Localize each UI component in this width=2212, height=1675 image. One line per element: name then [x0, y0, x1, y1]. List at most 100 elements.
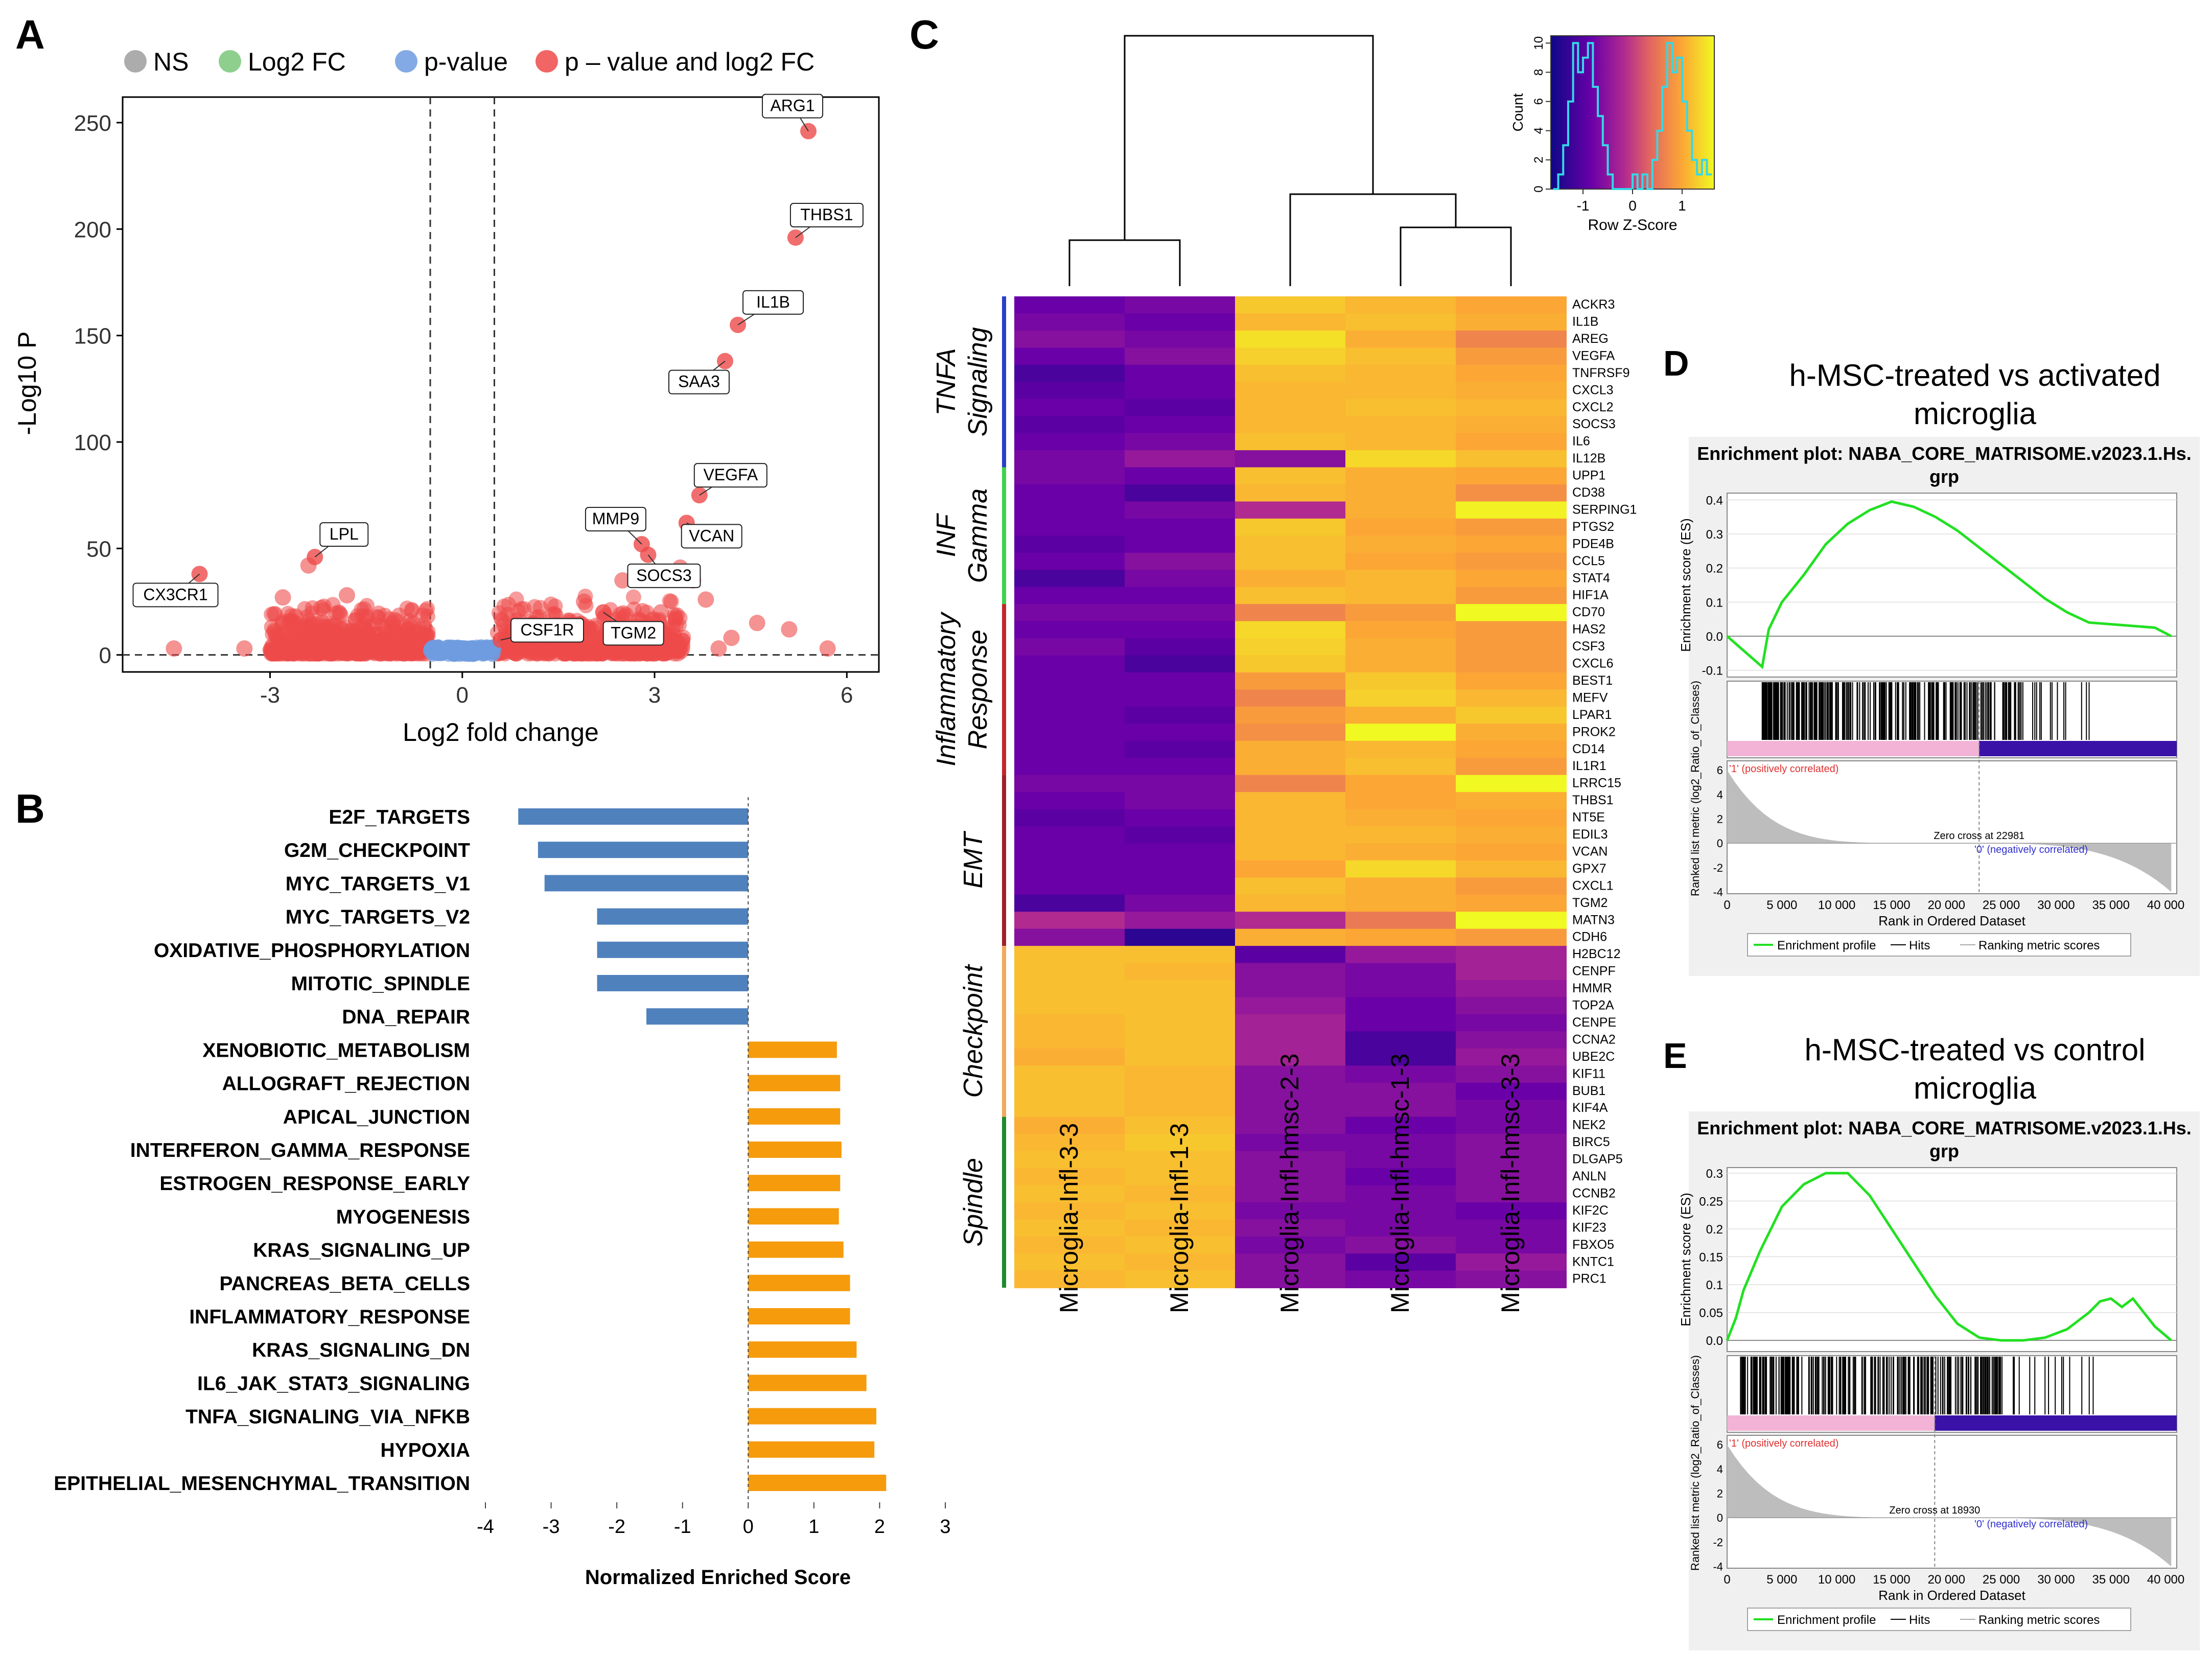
row-label-kif23: KIF23	[1572, 1220, 1606, 1235]
heatmap-cell	[1125, 1065, 1236, 1083]
es-y-tick-4: 0.2	[1706, 1223, 1723, 1237]
point-neg	[320, 629, 336, 644]
heatmap-cell	[1125, 775, 1236, 793]
heatmap-cell	[1235, 330, 1346, 348]
row-label-matn3: MATN3	[1572, 913, 1615, 927]
heatmap-cell	[1014, 792, 1125, 810]
heatmap-cell	[1125, 1253, 1236, 1271]
negative-class-bar	[1979, 741, 2177, 756]
point-neg	[266, 606, 282, 622]
heatmap-cell	[1456, 296, 1567, 314]
legend-profile-label: Enrichment profile	[1777, 939, 1876, 952]
row-label-h2bc12: H2BC12	[1572, 947, 1621, 961]
heatmap-cell	[1014, 518, 1125, 537]
heatmap-cell	[1235, 433, 1346, 451]
heatmap-cell	[1345, 894, 1456, 913]
x-tick-label-1: 0	[456, 683, 469, 708]
es-y-tick-4: 0.3	[1706, 528, 1723, 542]
row-label-thbs1: THBS1	[1572, 793, 1614, 807]
gsea-plot-d: h-MSC-treated vs activated microglia Enric…	[1678, 358, 2200, 976]
heatmap-cell	[1014, 1100, 1125, 1118]
point-pos	[557, 646, 573, 662]
row-label-ccl5: CCL5	[1572, 554, 1605, 568]
nes-category-4: OXIDATIVE_PHOSPHORYLATION	[154, 940, 470, 962]
point-pos	[513, 601, 529, 617]
point-pos	[639, 646, 655, 662]
es-y-tick-2: 0.1	[1706, 1278, 1723, 1292]
heatmap-cell	[1345, 792, 1456, 810]
nes-bars	[518, 808, 887, 1491]
point-extra-7	[166, 640, 182, 657]
nes-x-tick-label-6: 2	[874, 1516, 885, 1538]
heatmap-cell	[1014, 1236, 1125, 1254]
heatmap-cell	[1345, 552, 1456, 571]
point-extra-4	[338, 587, 355, 603]
heatmap-cell	[1014, 1219, 1125, 1237]
heatmap-row-labels: ACKR3 IL1B AREG VEGFA TNFRSF9 CXCL3 CXCL2 SOCS3…	[1572, 297, 1637, 1286]
point-neg	[323, 646, 339, 662]
rank-tick-3: 15 000	[1873, 1573, 1910, 1587]
row-label-ptgs2: PTGS2	[1572, 520, 1614, 534]
point-neg	[362, 642, 378, 658]
heatmap-cell	[1456, 655, 1567, 673]
heatmap-cell	[1014, 604, 1125, 622]
heatmap-cell	[1014, 1134, 1125, 1152]
es-y-tick-6: 0.3	[1706, 1167, 1723, 1181]
heatmap-cell	[1235, 826, 1346, 844]
panel-letter-b: B	[15, 786, 45, 831]
point-pos	[588, 637, 603, 653]
row-label-anln: ANLN	[1572, 1169, 1606, 1183]
legend-hits-label: Hits	[1909, 1613, 1930, 1627]
nes-category-15: INFLAMMATORY_RESPONSE	[189, 1306, 470, 1328]
heatmap-cell	[1014, 484, 1125, 502]
heatmap-cell	[1456, 1219, 1567, 1237]
heatmap-cell	[1125, 501, 1236, 519]
heading-line-2: microglia	[1914, 1071, 2037, 1105]
nes-bar-7	[748, 1041, 837, 1058]
heatmap-cell	[1235, 1031, 1346, 1049]
point-neg	[303, 616, 319, 632]
metric-y-tick-5: 6	[1717, 1438, 1723, 1451]
heatmap-cell	[1014, 1031, 1125, 1049]
heatmap-cell	[1125, 1082, 1236, 1101]
negative-class-label: '0' (negatively correlated)	[1974, 844, 2088, 855]
heatmap-cell	[1456, 1065, 1567, 1083]
heatmap-cell	[1456, 689, 1567, 707]
volcano-x-label: Log2 fold change	[403, 718, 599, 747]
heatmap-cell	[1235, 1185, 1346, 1203]
nes-bar-5	[597, 975, 749, 991]
heatmap-cell	[1125, 518, 1236, 537]
heatmap-cell	[1235, 347, 1346, 365]
heatmap-cell	[1345, 912, 1456, 929]
point-pos	[620, 645, 636, 661]
heatmap-cell	[1014, 638, 1125, 656]
rank-tick-5: 25 000	[1983, 1573, 2020, 1587]
es-y-tick-3: 0.15	[1699, 1251, 1723, 1265]
es-y-label: Enrichment score (ES)	[1678, 518, 1693, 652]
heatmap-cell	[1345, 399, 1456, 417]
heatmap-cell	[1345, 706, 1456, 725]
point-extra-12	[723, 630, 740, 646]
heatmap-cell	[1125, 296, 1236, 314]
row-label-vcan: VCAN	[1572, 844, 1608, 858]
point-neg	[388, 645, 404, 661]
gsea-legend-box	[1747, 1608, 2131, 1631]
point-neg	[332, 628, 348, 644]
y-tick-label-2: 100	[74, 430, 111, 455]
heatmap-cell	[1014, 655, 1125, 673]
heatmap-cell	[1456, 1270, 1567, 1289]
nes-x-axis: -4 -3 -2 -1 0 1 2 3	[477, 797, 951, 1538]
heatmap-cell	[1014, 843, 1125, 861]
point-pos	[532, 600, 548, 616]
point-pvalue	[462, 644, 477, 659]
heatmap-cell	[1235, 467, 1346, 485]
label-box-11	[132, 583, 219, 608]
gsea-title-1: Enrichment plot: NABA_CORE_MATRISOME.v20…	[1697, 1118, 2192, 1138]
heatmap-cell	[1014, 775, 1125, 793]
heatmap-cell	[1014, 552, 1125, 571]
nes-category-6: DNA_REPAIR	[342, 1006, 470, 1028]
label-text-vcan: VCAN	[689, 526, 734, 545]
metric-y-label: Ranked list metric (log2_Ratio_of_Classe…	[1689, 1355, 1702, 1571]
heatmap-cell	[1345, 416, 1456, 434]
